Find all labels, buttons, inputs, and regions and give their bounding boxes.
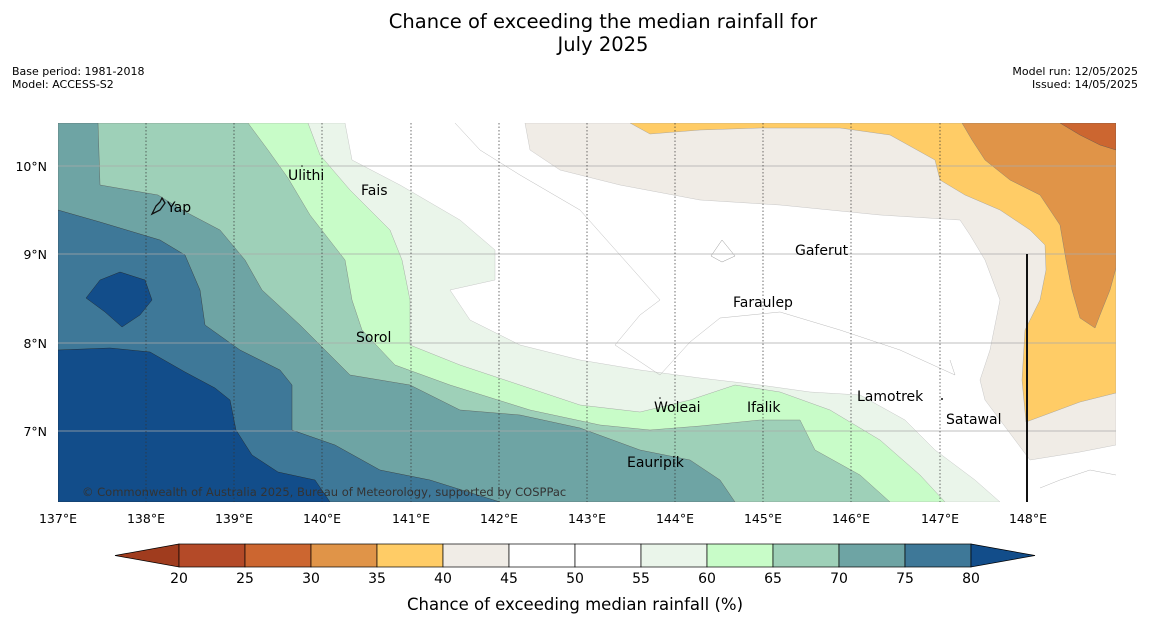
place-ulithi: Ulithi <box>288 168 324 184</box>
copyright-notice: © Commonwealth of Australia 2025, Bureau… <box>82 485 566 499</box>
contour-line-50 <box>454 123 956 376</box>
colorbar-tick: 80 <box>962 571 980 587</box>
lon-tick: 140°E <box>303 511 341 526</box>
place-ifalik: Ifalik <box>747 400 781 416</box>
lat-tick: 7°N <box>23 424 47 439</box>
lat-tick: 9°N <box>23 247 47 262</box>
colorbar-tick: 40 <box>434 571 452 587</box>
contour-field <box>58 123 1116 502</box>
longitude-grid <box>145 123 941 502</box>
colorbar-tick: 60 <box>698 571 716 587</box>
lon-tick: 143°E <box>568 511 606 526</box>
contour-line-east <box>1039 469 1116 489</box>
contour-80-plus-south <box>58 347 331 502</box>
colorbar-extend-high <box>970 543 1036 568</box>
place-gaferut: Gaferut <box>795 243 849 259</box>
base-period: Base period: 1981-2018 <box>12 65 145 78</box>
model-run: Model run: 12/05/2025 <box>1012 65 1138 78</box>
place-yap: Yap <box>166 200 191 216</box>
colorbar <box>114 543 1036 568</box>
yap-island <box>150 196 166 216</box>
colorbar-segment <box>376 543 444 568</box>
colorbar-tick: 70 <box>830 571 848 587</box>
meta-right: Model run: 12/05/2025 Issued: 14/05/2025 <box>1012 65 1138 91</box>
colorbar-tick: 55 <box>632 571 650 587</box>
map-title-line1: Chance of exceeding the median rainfall … <box>388 10 818 33</box>
colorbar-segment <box>178 543 246 568</box>
colorbar-tick: 45 <box>500 571 518 587</box>
colorbar-segment <box>640 543 708 568</box>
colorbar-tick: 50 <box>566 571 584 587</box>
longitude-ticks: 137°E 138°E 139°E 140°E 141°E 142°E 143°… <box>39 511 1047 526</box>
place-sorol: Sorol <box>356 330 391 346</box>
colorbar-tick: 20 <box>170 571 188 587</box>
lon-tick: 138°E <box>127 511 165 526</box>
issued-date: Issued: 14/05/2025 <box>1031 78 1138 91</box>
colorbar-segment <box>772 543 840 568</box>
colorbar-segment <box>904 543 972 568</box>
lon-tick: 137°E <box>39 511 77 526</box>
lon-tick: 139°E <box>215 511 253 526</box>
place-labels: Yap Ulithi Fais Gaferut Faraulep Sorol L… <box>166 168 1001 471</box>
latitude-ticks: 10°N 9°N 8°N 7°N <box>15 159 47 439</box>
contour-line-small <box>710 239 736 263</box>
lon-tick: 144°E <box>656 511 694 526</box>
colorbar-ticks: 20 25 30 35 40 45 50 55 60 65 70 75 80 <box>170 571 980 587</box>
place-fais: Fais <box>361 183 388 199</box>
colorbar-segment <box>310 543 378 568</box>
map-title-line2: July 2025 <box>557 33 649 56</box>
meta-left: Base period: 1981-2018 Model: ACCESS-S2 <box>12 65 144 91</box>
lon-tick: 147°E <box>921 511 959 526</box>
place-faraulep: Faraulep <box>733 295 793 311</box>
colorbar-segment <box>574 543 642 568</box>
colorbar-segment <box>838 543 906 568</box>
place-lamotrek: Lamotrek <box>857 389 924 405</box>
place-eauripik: Eauripik <box>627 455 685 471</box>
contour-40-45 <box>524 123 1116 461</box>
colorbar-segment <box>442 543 510 568</box>
colorbar-extend-low <box>114 543 180 568</box>
lat-tick: 8°N <box>23 336 47 351</box>
colorbar-tick: 35 <box>368 571 386 587</box>
lon-tick: 148°E <box>1009 511 1047 526</box>
lon-tick: 142°E <box>480 511 518 526</box>
model-name: Model: ACCESS-S2 <box>12 78 114 91</box>
colorbar-segment <box>508 543 576 568</box>
colorbar-tick: 25 <box>236 571 254 587</box>
place-woleai: Woleai <box>654 400 701 416</box>
contour-30-35 <box>961 123 1116 329</box>
colorbar-tick: 75 <box>896 571 914 587</box>
colorbar-segment <box>706 543 774 568</box>
lon-tick: 146°E <box>832 511 870 526</box>
colorbar-tick: 30 <box>302 571 320 587</box>
colorbar-tick: 65 <box>764 571 782 587</box>
colorbar-label: Chance of exceeding median rainfall (%) <box>407 595 743 614</box>
lon-tick: 145°E <box>744 511 782 526</box>
contour-35-40 <box>629 123 1116 423</box>
lon-tick: 141°E <box>392 511 430 526</box>
lat-tick: 10°N <box>15 159 47 174</box>
island-markers <box>301 165 943 400</box>
contour-80-plus-blob <box>85 271 153 328</box>
colorbar-segment <box>244 543 312 568</box>
place-satawal: Satawal <box>946 412 1001 428</box>
contour-25-30 <box>1059 123 1116 151</box>
